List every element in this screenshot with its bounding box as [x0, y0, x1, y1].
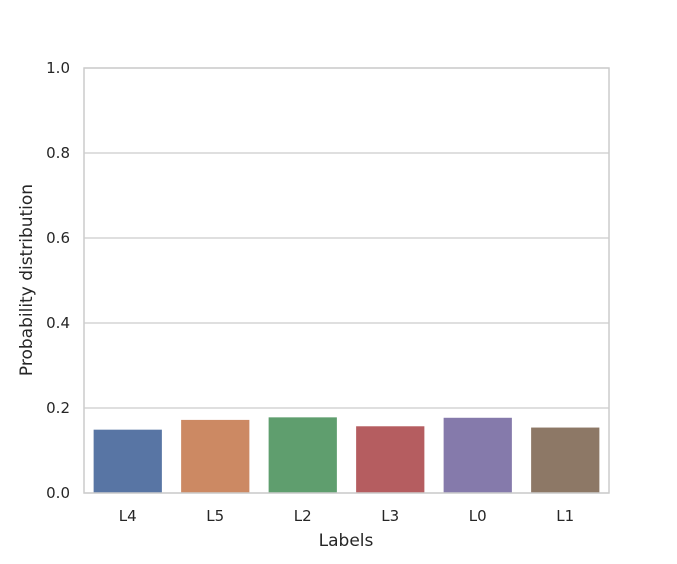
y-tick-labels: 0.0 0.2 0.4 0.6 0.8 1.0: [46, 59, 70, 502]
bar-l3: [356, 426, 425, 493]
x-tick-label: L2: [294, 507, 312, 525]
bar-l2: [268, 417, 337, 493]
y-tick-label: 0.0: [46, 484, 70, 502]
x-tick-label: L4: [119, 507, 137, 525]
y-tick-label: 0.6: [46, 229, 70, 247]
y-tick-label: 0.2: [46, 399, 70, 417]
x-tick-label: L0: [469, 507, 487, 525]
bar-l5: [181, 419, 250, 493]
bar-l4: [93, 429, 162, 493]
x-axis-label: Labels: [319, 531, 374, 551]
gridlines: [84, 67, 609, 494]
y-tick-label: 0.8: [46, 144, 70, 162]
plot-frame: [83, 67, 610, 494]
bar-l0: [443, 417, 512, 493]
bars: [93, 417, 600, 493]
bar-l1: [531, 427, 600, 493]
y-axis-label: Probability distribution: [17, 184, 37, 376]
y-tick-label: 1.0: [46, 59, 70, 77]
x-tick-label: L3: [381, 507, 399, 525]
y-tick-label: 0.4: [46, 314, 70, 332]
x-tick-labels: L4 L5 L2 L3 L0 L1: [119, 507, 574, 525]
x-tick-label: L5: [206, 507, 224, 525]
x-tick-label: L1: [556, 507, 574, 525]
